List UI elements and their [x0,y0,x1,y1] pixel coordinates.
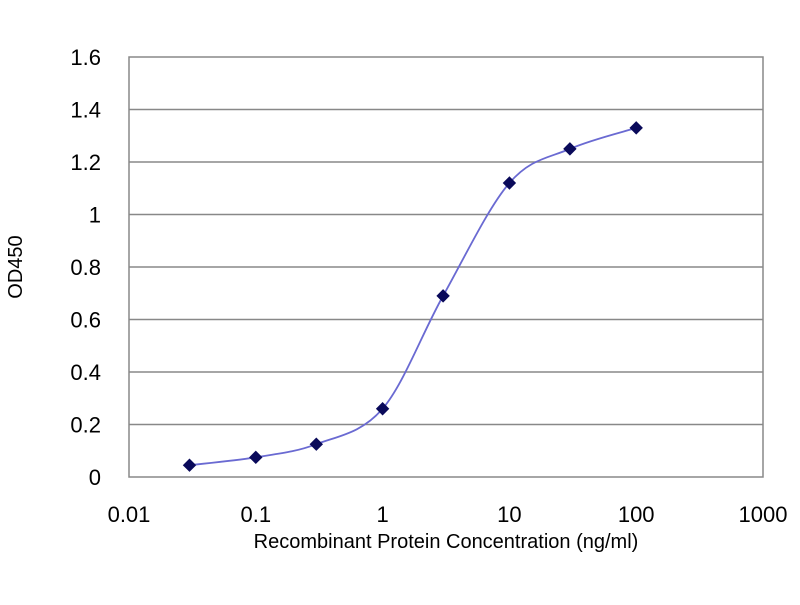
x-tick-label: 1 [376,502,388,527]
data-point-marker [629,121,643,135]
data-point-marker [375,402,390,416]
data-point-marker [309,437,324,451]
grid-layer [129,108,763,426]
data-point-marker [436,289,450,303]
y-tick-label: 0.4 [70,360,101,385]
data-point-marker [182,458,197,472]
x-tick-label: 10 [497,502,521,527]
x-axis-title: Recombinant Protein Concentration (ng/ml… [254,531,639,553]
y-tick-label: 0.8 [70,255,101,280]
x-tick-label: 0.1 [241,502,272,527]
plot-area-border [128,56,764,478]
x-tick-label: 1000 [739,502,788,527]
x-tick-label: 100 [618,502,655,527]
series-line [189,127,637,467]
y-tick-label: 0 [89,465,101,490]
y-tick-label: 1.4 [70,98,101,123]
y-tick-label: 0.2 [70,413,101,438]
y-axis-title: OD450 [5,235,27,298]
y-tick-label: 1 [89,203,101,228]
y-tick-label: 1.6 [70,45,101,70]
data-point-marker [502,176,517,190]
data-point-marker [563,142,577,156]
tick-layer: 0 0.2 0.4 0.6 0.8 1 1.2 1.4 1.6 0.01 0.1 1 10 100 1000 [70,45,787,527]
x-tick-label: 0.01 [108,502,151,527]
y-tick-label: 0.6 [70,308,101,333]
data-point-marker [249,450,263,465]
series-layer [182,121,643,472]
y-tick-label: 1.2 [70,150,101,175]
